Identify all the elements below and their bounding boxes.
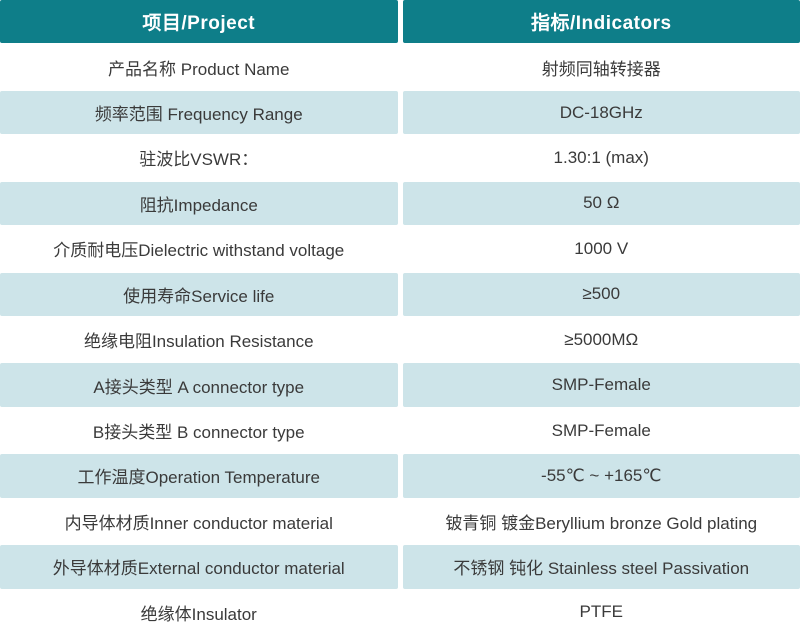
indicator-cell: 射频同轴转接器 bbox=[402, 45, 800, 89]
project-cell: 绝缘电阻Insulation Resistance bbox=[0, 317, 398, 362]
project-cell: 频率范围 Frequency Range bbox=[0, 90, 398, 135]
project-cell: 介质耐电压Dielectric withstand voltage bbox=[0, 227, 398, 271]
project-cell: 驻波比VSWR： bbox=[0, 136, 398, 180]
indicator-cell: ≥5000MΩ bbox=[402, 317, 800, 362]
project-cell: 使用寿命Service life bbox=[0, 272, 398, 316]
project-cell: B接头类型 B connector type bbox=[0, 408, 398, 453]
project-cell: 外导体材质External conductor material bbox=[0, 545, 398, 589]
indicator-cell: -55℃ ~ +165℃ bbox=[402, 454, 800, 498]
indicator-cell: SMP-Female bbox=[402, 408, 800, 453]
indicator-cell: 不锈钢 钝化 Stainless steel Passivation bbox=[402, 545, 800, 589]
project-cell: A接头类型 A connector type bbox=[0, 363, 398, 407]
project-cell: 工作温度Operation Temperature bbox=[0, 454, 398, 498]
indicator-cell: 1000 V bbox=[402, 227, 800, 271]
indicator-cell: 1.30:1 (max) bbox=[402, 136, 800, 180]
header-project: 项目/Project bbox=[0, 0, 398, 44]
header-indicators: 指标/Indicators bbox=[402, 0, 800, 44]
indicator-cell: 50 Ω bbox=[402, 181, 800, 226]
indicator-cell: DC-18GHz bbox=[402, 90, 800, 135]
indicator-cell: PTFE bbox=[402, 590, 800, 634]
indicator-cell: 铍青铜 镀金Beryllium bronze Gold plating bbox=[402, 499, 800, 544]
project-cell: 绝缘体Insulator bbox=[0, 590, 398, 634]
project-cell: 内导体材质Inner conductor material bbox=[0, 499, 398, 544]
indicator-cell: SMP-Female bbox=[402, 363, 800, 407]
project-cell: 产品名称 Product Name bbox=[0, 45, 398, 89]
project-cell: 阻抗Impedance bbox=[0, 181, 398, 226]
indicator-cell: ≥500 bbox=[402, 272, 800, 316]
